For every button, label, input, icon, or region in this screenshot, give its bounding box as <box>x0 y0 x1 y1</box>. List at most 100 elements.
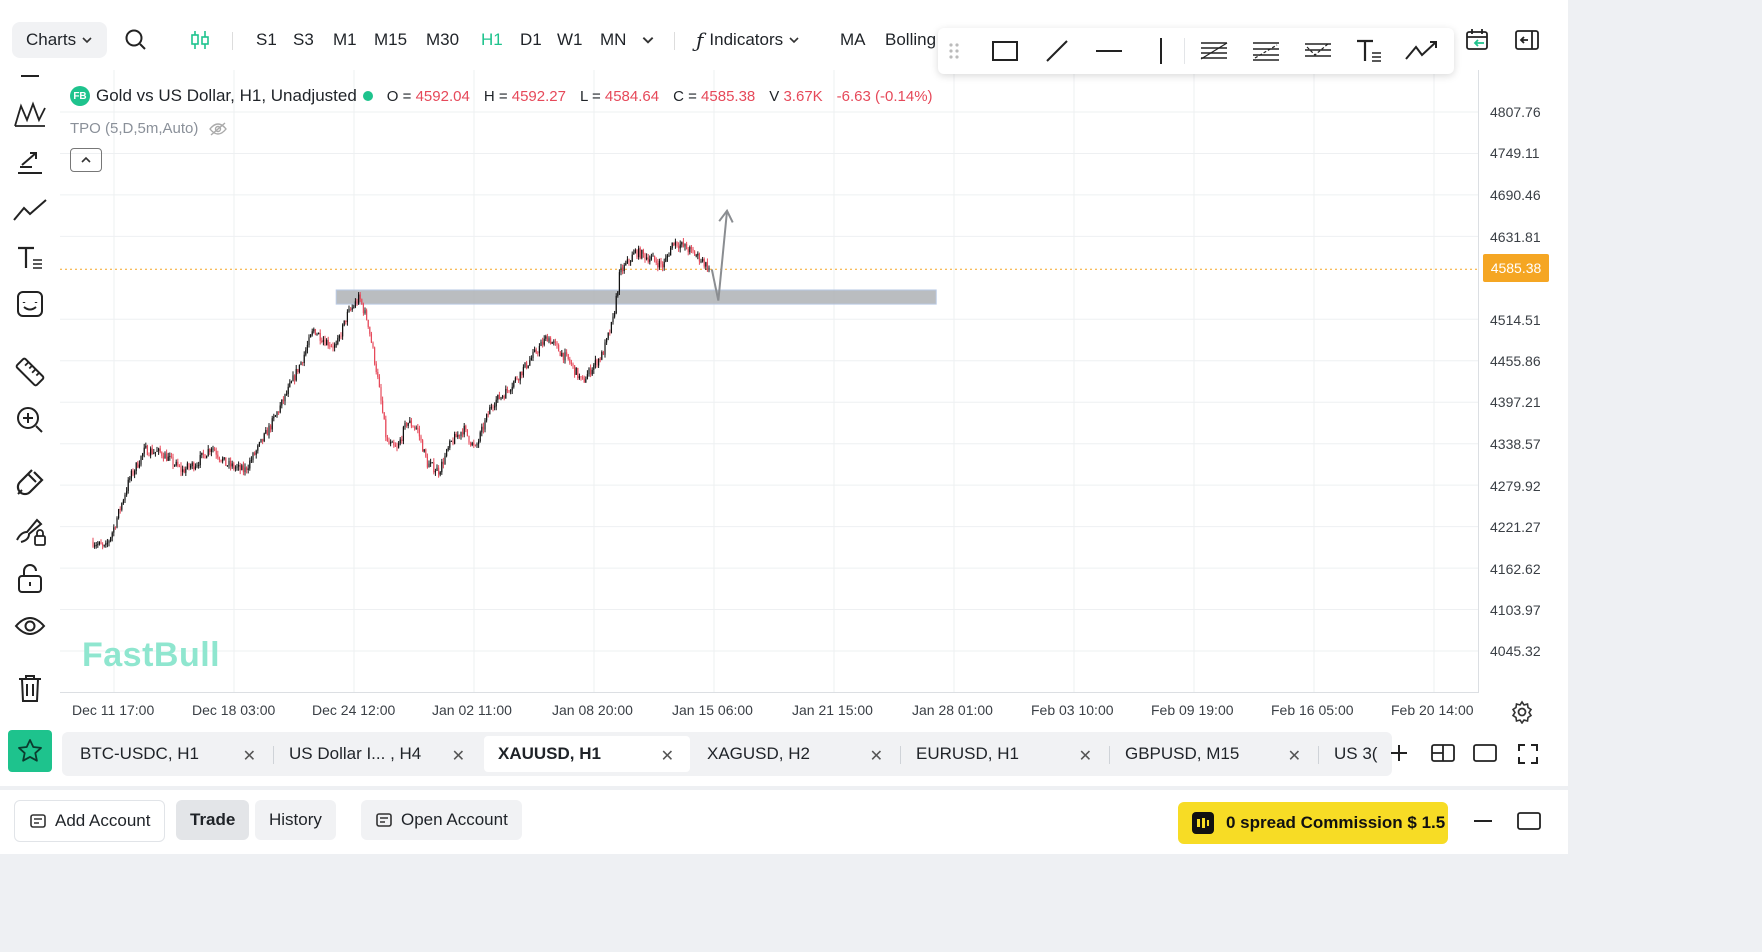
tab-divider <box>900 746 901 764</box>
fullscreen-button[interactable] <box>1516 742 1542 766</box>
favorites-button[interactable] <box>8 730 52 772</box>
time-label: Jan 08 20:00 <box>552 702 633 718</box>
chart-settings-button[interactable] <box>1510 700 1536 726</box>
chart-canvas[interactable] <box>60 70 1479 693</box>
parallel-channel-tool[interactable] <box>1197 36 1231 66</box>
magnet-tool[interactable] <box>10 466 50 502</box>
tab-us-dollar-index[interactable]: US Dollar I... , H4 ✕ <box>275 736 481 772</box>
collapse-legend-button[interactable] <box>70 148 102 172</box>
trend-line-tool[interactable] <box>1040 36 1074 66</box>
symbol-title[interactable]: Gold vs US Dollar, H1, Unadjusted <box>96 86 357 105</box>
timeframe-s3[interactable]: S3 <box>293 30 314 49</box>
candle-body <box>550 338 552 344</box>
candle-body <box>164 453 166 459</box>
calendar-icon <box>1466 29 1488 50</box>
maximize-button[interactable] <box>1516 810 1542 834</box>
emoji-tool[interactable] <box>10 286 50 322</box>
candle-body <box>276 411 278 416</box>
add-tab-button[interactable] <box>1388 742 1412 766</box>
zoom-tool[interactable] <box>10 402 50 438</box>
eye-off-icon[interactable] <box>208 121 228 137</box>
projection-path[interactable] <box>710 210 729 301</box>
tab-eurusd[interactable]: EURUSD, H1 ✕ <box>902 736 1108 772</box>
tab-gbpusd[interactable]: GBPUSD, M15 ✕ <box>1111 736 1317 772</box>
horizontal-line-tool[interactable] <box>1092 36 1126 66</box>
tpo-indicator[interactable]: TPO (5,D,5m,Auto) <box>70 120 228 137</box>
drawing-lock-tool[interactable] <box>10 514 50 550</box>
open-account-button[interactable]: Open Account <box>361 800 522 840</box>
spread-promo-banner[interactable]: 0 spread Commission $ 1.5 <box>1178 802 1448 844</box>
close-icon[interactable]: ✕ <box>1078 748 1092 765</box>
price-change-value: -6.63 (-0.14%) <box>836 87 933 105</box>
cursor-tool[interactable] <box>10 70 50 84</box>
bollinger-indicator-button[interactable]: Bolling <box>885 30 937 49</box>
candle-body <box>313 329 315 332</box>
projection-arrow[interactable] <box>710 208 734 301</box>
layout-button[interactable] <box>1430 742 1456 766</box>
text-tool[interactable] <box>1352 36 1386 66</box>
candle-body <box>118 509 120 519</box>
indicators-button[interactable]: ƒ Indicators <box>696 18 800 62</box>
candle-body <box>436 467 438 471</box>
timeframe-mn[interactable]: MN <box>600 30 627 49</box>
pattern-tool[interactable] <box>10 96 50 132</box>
visibility-tool[interactable] <box>10 608 50 644</box>
candle-body <box>254 453 256 455</box>
unlock-icon <box>18 564 42 593</box>
history-tab[interactable]: History <box>255 800 336 840</box>
fib-extension-tool[interactable] <box>1301 36 1335 66</box>
timeframe-m30[interactable]: M30 <box>426 30 460 49</box>
price-chart[interactable] <box>60 70 1478 692</box>
timeframe-m1[interactable]: M1 <box>333 30 357 49</box>
timeframe-more-button[interactable] <box>641 18 657 62</box>
tab-btc-usdc[interactable]: BTC-USDC, H1 ✕ <box>66 736 272 772</box>
polyline-tool[interactable] <box>10 192 50 228</box>
tab-xagusd[interactable]: XAGUSD, H2 ✕ <box>693 736 899 772</box>
timeframe-d1[interactable]: D1 <box>520 30 542 49</box>
close-icon[interactable]: ✕ <box>660 748 674 765</box>
lock-tool[interactable] <box>10 560 50 596</box>
minimize-button[interactable] <box>1472 810 1496 834</box>
candle-body <box>172 456 174 466</box>
fib-retracement-tool[interactable] <box>1249 36 1283 66</box>
rectangle-tool[interactable] <box>988 36 1022 66</box>
tab-xauusd[interactable]: XAUUSD, H1 ✕ <box>484 736 690 772</box>
candle-body <box>578 376 581 379</box>
trend-tool[interactable] <box>10 144 50 180</box>
window-icon <box>1473 744 1497 762</box>
candle-body <box>170 456 173 457</box>
timeframe-w1[interactable]: W1 <box>557 30 583 49</box>
add-account-button[interactable]: Add Account <box>14 800 166 842</box>
single-layout-button[interactable] <box>1472 742 1498 766</box>
candle-body <box>450 440 453 442</box>
chart-type-button[interactable] <box>188 18 214 62</box>
timeframe-s1[interactable]: S1 <box>256 30 277 49</box>
timeframe-h1[interactable]: H1 <box>481 30 503 49</box>
collapse-panel-button[interactable] <box>1514 18 1542 62</box>
close-icon[interactable]: ✕ <box>869 748 883 765</box>
close-icon[interactable]: ✕ <box>242 748 256 765</box>
candle-body <box>385 419 387 438</box>
text-tool-left[interactable] <box>10 240 50 276</box>
support-zone-rectangle[interactable] <box>335 289 937 305</box>
calendar-button[interactable] <box>1464 18 1494 62</box>
candle-body <box>332 346 334 348</box>
ma-indicator-button[interactable]: MA <box>840 30 866 49</box>
candle-body <box>590 368 592 375</box>
candle-body <box>279 405 281 413</box>
delete-tool[interactable] <box>10 670 50 706</box>
search-button[interactable] <box>124 18 152 62</box>
timeframe-m15[interactable]: M15 <box>374 30 408 49</box>
candle-body <box>386 437 389 441</box>
tab-us30[interactable]: US 3( <box>1320 736 1392 772</box>
time-label: Jan 21 15:00 <box>792 702 873 718</box>
vertical-line-tool[interactable] <box>1144 36 1178 66</box>
drag-handle[interactable] <box>944 36 964 66</box>
measure-tool[interactable] <box>10 354 50 390</box>
trade-tab[interactable]: Trade <box>176 800 250 840</box>
charts-menu-button[interactable]: Charts <box>12 22 108 58</box>
price-label: 4279.92 <box>1490 478 1541 494</box>
close-icon[interactable]: ✕ <box>1287 748 1301 765</box>
path-tool[interactable] <box>1404 36 1438 66</box>
close-icon[interactable]: ✕ <box>451 748 465 765</box>
